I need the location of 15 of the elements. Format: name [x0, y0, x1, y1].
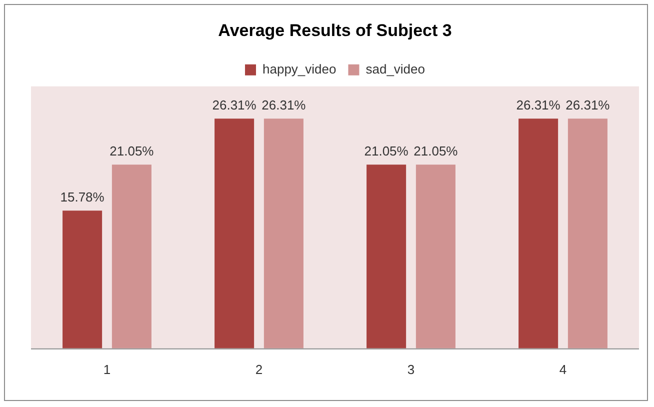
data-label: 21.05% [364, 144, 409, 159]
x-tick-label: 2 [255, 362, 263, 377]
legend-label: sad_video [366, 61, 426, 76]
data-label: 21.05% [414, 144, 458, 159]
data-label: 26.31% [262, 98, 306, 113]
x-tick-label: 4 [559, 362, 567, 377]
x-tick-label: 1 [103, 362, 111, 377]
data-label: 26.31% [566, 98, 610, 113]
data-label: 21.05% [110, 144, 154, 159]
data-label: 15.78% [60, 190, 105, 205]
legend-label: happy_video [262, 61, 336, 76]
data-label: 26.31% [516, 98, 561, 113]
chart-title: Average Results of Subject 3 [218, 20, 452, 40]
data-label: 26.31% [212, 98, 257, 113]
x-tick-label: 3 [407, 362, 415, 377]
